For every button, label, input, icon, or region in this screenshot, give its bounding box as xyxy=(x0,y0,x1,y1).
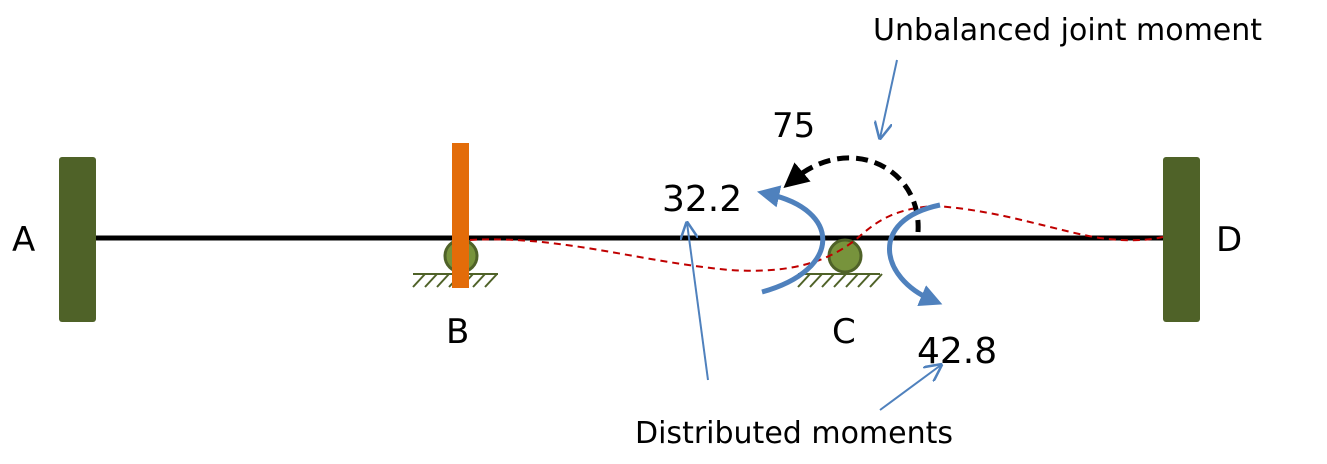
clamp-b xyxy=(452,143,469,288)
distributed-moment-right-value: 42.8 xyxy=(917,331,997,372)
unbalanced-moment-value: 75 xyxy=(772,106,815,146)
leader-unbalanced xyxy=(880,59,898,138)
fixed-support-d xyxy=(1163,157,1200,322)
leader-distributed-right xyxy=(879,365,941,411)
fixed-support-a xyxy=(59,157,96,322)
distributed-moment-left-value: 32.2 xyxy=(662,179,742,220)
unbalanced-moment-arrow xyxy=(783,155,921,233)
label-support-d: D xyxy=(1216,220,1242,260)
label-support-b: B xyxy=(446,312,469,352)
label-support-c: C xyxy=(832,312,856,352)
distributed-caption: Distributed moments xyxy=(635,416,953,451)
distributed-moment-arrow-left xyxy=(757,185,826,295)
deflected-shape xyxy=(469,204,1164,272)
unbalanced-caption: Unbalanced joint moment xyxy=(873,13,1262,48)
distributed-moment-arrow-right xyxy=(887,202,943,306)
leader-distributed-left xyxy=(687,223,709,381)
label-support-a: A xyxy=(12,220,35,260)
